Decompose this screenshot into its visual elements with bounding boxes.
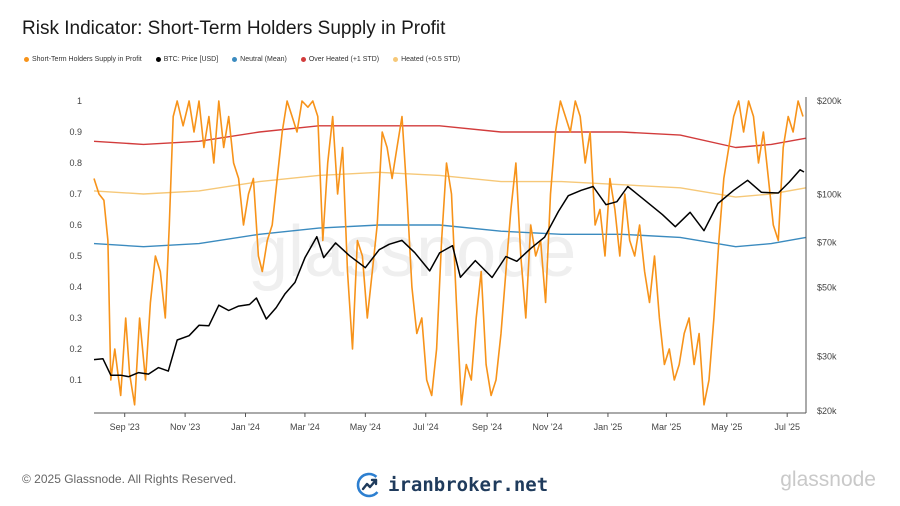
series-line-short-term-holders-supply-in-profit [93,100,804,406]
brand-logo-icon [356,472,382,498]
x-tick-label: Sep '23 [110,422,140,432]
series-line-btc-price-usd [93,169,805,378]
legend-dot [300,57,306,62]
x-tick-label: Sep '24 [472,422,502,432]
chart-title: Risk Indicator: Short-Term Holders Suppl… [22,18,446,39]
x-tick-label: Mar '24 [290,422,320,432]
legend-dot [232,57,238,62]
y-left-tick-label: 0.8 [69,158,82,168]
x-tick-label: Nov '23 [170,422,200,432]
x-tick-label: Nov '24 [532,422,562,432]
y-left-tick-label: 0.5 [69,251,82,261]
y-left-tick-label: 0.9 [69,127,82,137]
glassnode-logo: glassnode [780,468,876,491]
x-tick-label: Jan '24 [231,422,260,432]
y-right-tick-label: $30k [817,351,837,361]
legend: Short-Term Holders Supply in Profit BTC:… [24,56,460,63]
axis-layer: 1 0.9 0.8 0.7 0.6 0.5 0.4 0.3 0.2 0.1 $200k $100k $7… [69,96,842,432]
y-right-tick-label: $100k [817,189,842,199]
legend-item-sth-supply[interactable]: Short-Term Holders Supply in Profit [24,56,142,63]
legend-dot [393,57,399,62]
legend-dot [155,57,161,62]
x-tick-label: Jan '25 [594,422,623,432]
series-line-over-heated-1-std [93,125,807,149]
y-left-tick-label: 0.7 [69,189,82,199]
y-left-tick-label: 0.1 [69,375,82,385]
legend-label: Short-Term Holders Supply in Profit [32,56,142,63]
y-left-tick-label: 0.6 [69,220,82,230]
legend-label: Heated (+0.5 STD) [401,56,461,63]
legend-label: BTC: Price [USD] [163,56,219,63]
y-left-tick-label: 0.4 [69,282,82,292]
legend-item-heated[interactable]: Heated (+0.5 STD) [393,56,460,63]
y-right-tick-label: $20k [817,406,837,416]
legend-label: Neutral (Mean) [240,56,287,63]
copyright-text: © 2025 Glassnode. All Rights Reserved. [22,472,237,486]
x-tick-label: Mar '25 [652,422,682,432]
x-tick-label: Jul '25 [774,422,800,432]
y-right-tick-label: $70k [817,237,837,247]
legend-item-neutral[interactable]: Neutral (Mean) [232,56,287,63]
legend-label: Over Heated (+1 STD) [308,56,380,63]
x-tick-label: Jul '24 [413,422,439,432]
legend-dot [24,57,29,62]
legend-item-btc-price[interactable]: BTC: Price [USD] [155,56,219,63]
brand-text: iranbroker.net [388,474,549,496]
legend-item-over-heated[interactable]: Over Heated (+1 STD) [300,56,380,63]
y-right-tick-label: $200k [817,96,842,106]
y-left-tick-label: 0.2 [69,344,82,354]
y-left-tick-label: 1 [77,96,82,106]
series-layer [93,100,807,406]
x-tick-label: May '24 [350,422,381,432]
brand-watermark: iranbroker.net [356,472,548,498]
x-tick-label: May '25 [711,422,742,432]
y-left-tick-label: 0.3 [69,313,82,323]
y-right-tick-label: $50k [817,283,837,293]
series-line-neutral-mean [93,224,807,248]
